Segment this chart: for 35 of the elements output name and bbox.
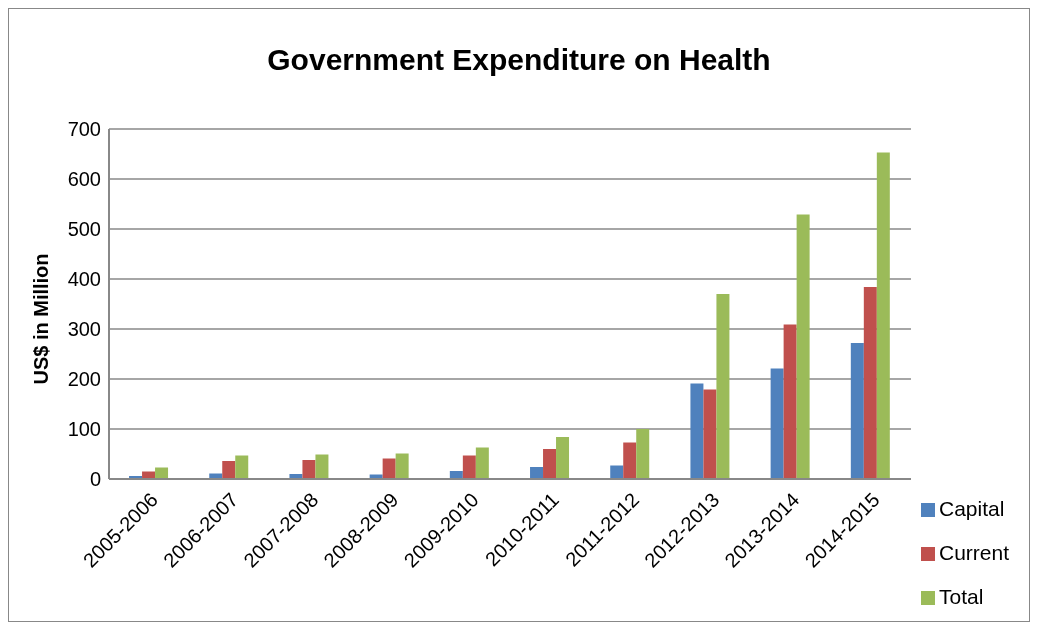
legend-label: Total (938, 585, 984, 608)
bar (315, 454, 329, 479)
bar (770, 368, 784, 479)
bar (382, 458, 396, 479)
bar (796, 214, 810, 479)
bar (395, 453, 409, 479)
bar (222, 461, 236, 479)
y-tick-label: 0 (89, 468, 101, 491)
bar (876, 152, 890, 479)
y-tick-label: 300 (67, 318, 101, 341)
bar (703, 389, 717, 479)
bar (716, 294, 730, 479)
bar (623, 442, 637, 479)
bar (235, 455, 249, 479)
y-tick-label: 600 (67, 168, 101, 191)
bar (543, 449, 557, 479)
bar (850, 343, 864, 479)
y-tick-label: 100 (67, 418, 101, 441)
bar (302, 460, 316, 479)
bar (530, 467, 544, 479)
y-tick-label: 400 (67, 268, 101, 291)
bar (783, 324, 797, 479)
y-tick-label: 500 (67, 218, 101, 241)
chart-title: Government Expenditure on Health (266, 43, 772, 77)
legend-label: Current (938, 541, 1009, 564)
y-axis-title: US$ in Million (29, 253, 53, 385)
bar (863, 287, 877, 479)
bar (556, 437, 570, 479)
bar (690, 383, 704, 479)
legend-label: Capital (938, 497, 1005, 520)
y-tick-label: 700 (67, 118, 101, 141)
bar (462, 455, 476, 479)
y-tick-label: 200 (67, 368, 101, 391)
bar (475, 447, 489, 479)
bar (636, 429, 650, 479)
